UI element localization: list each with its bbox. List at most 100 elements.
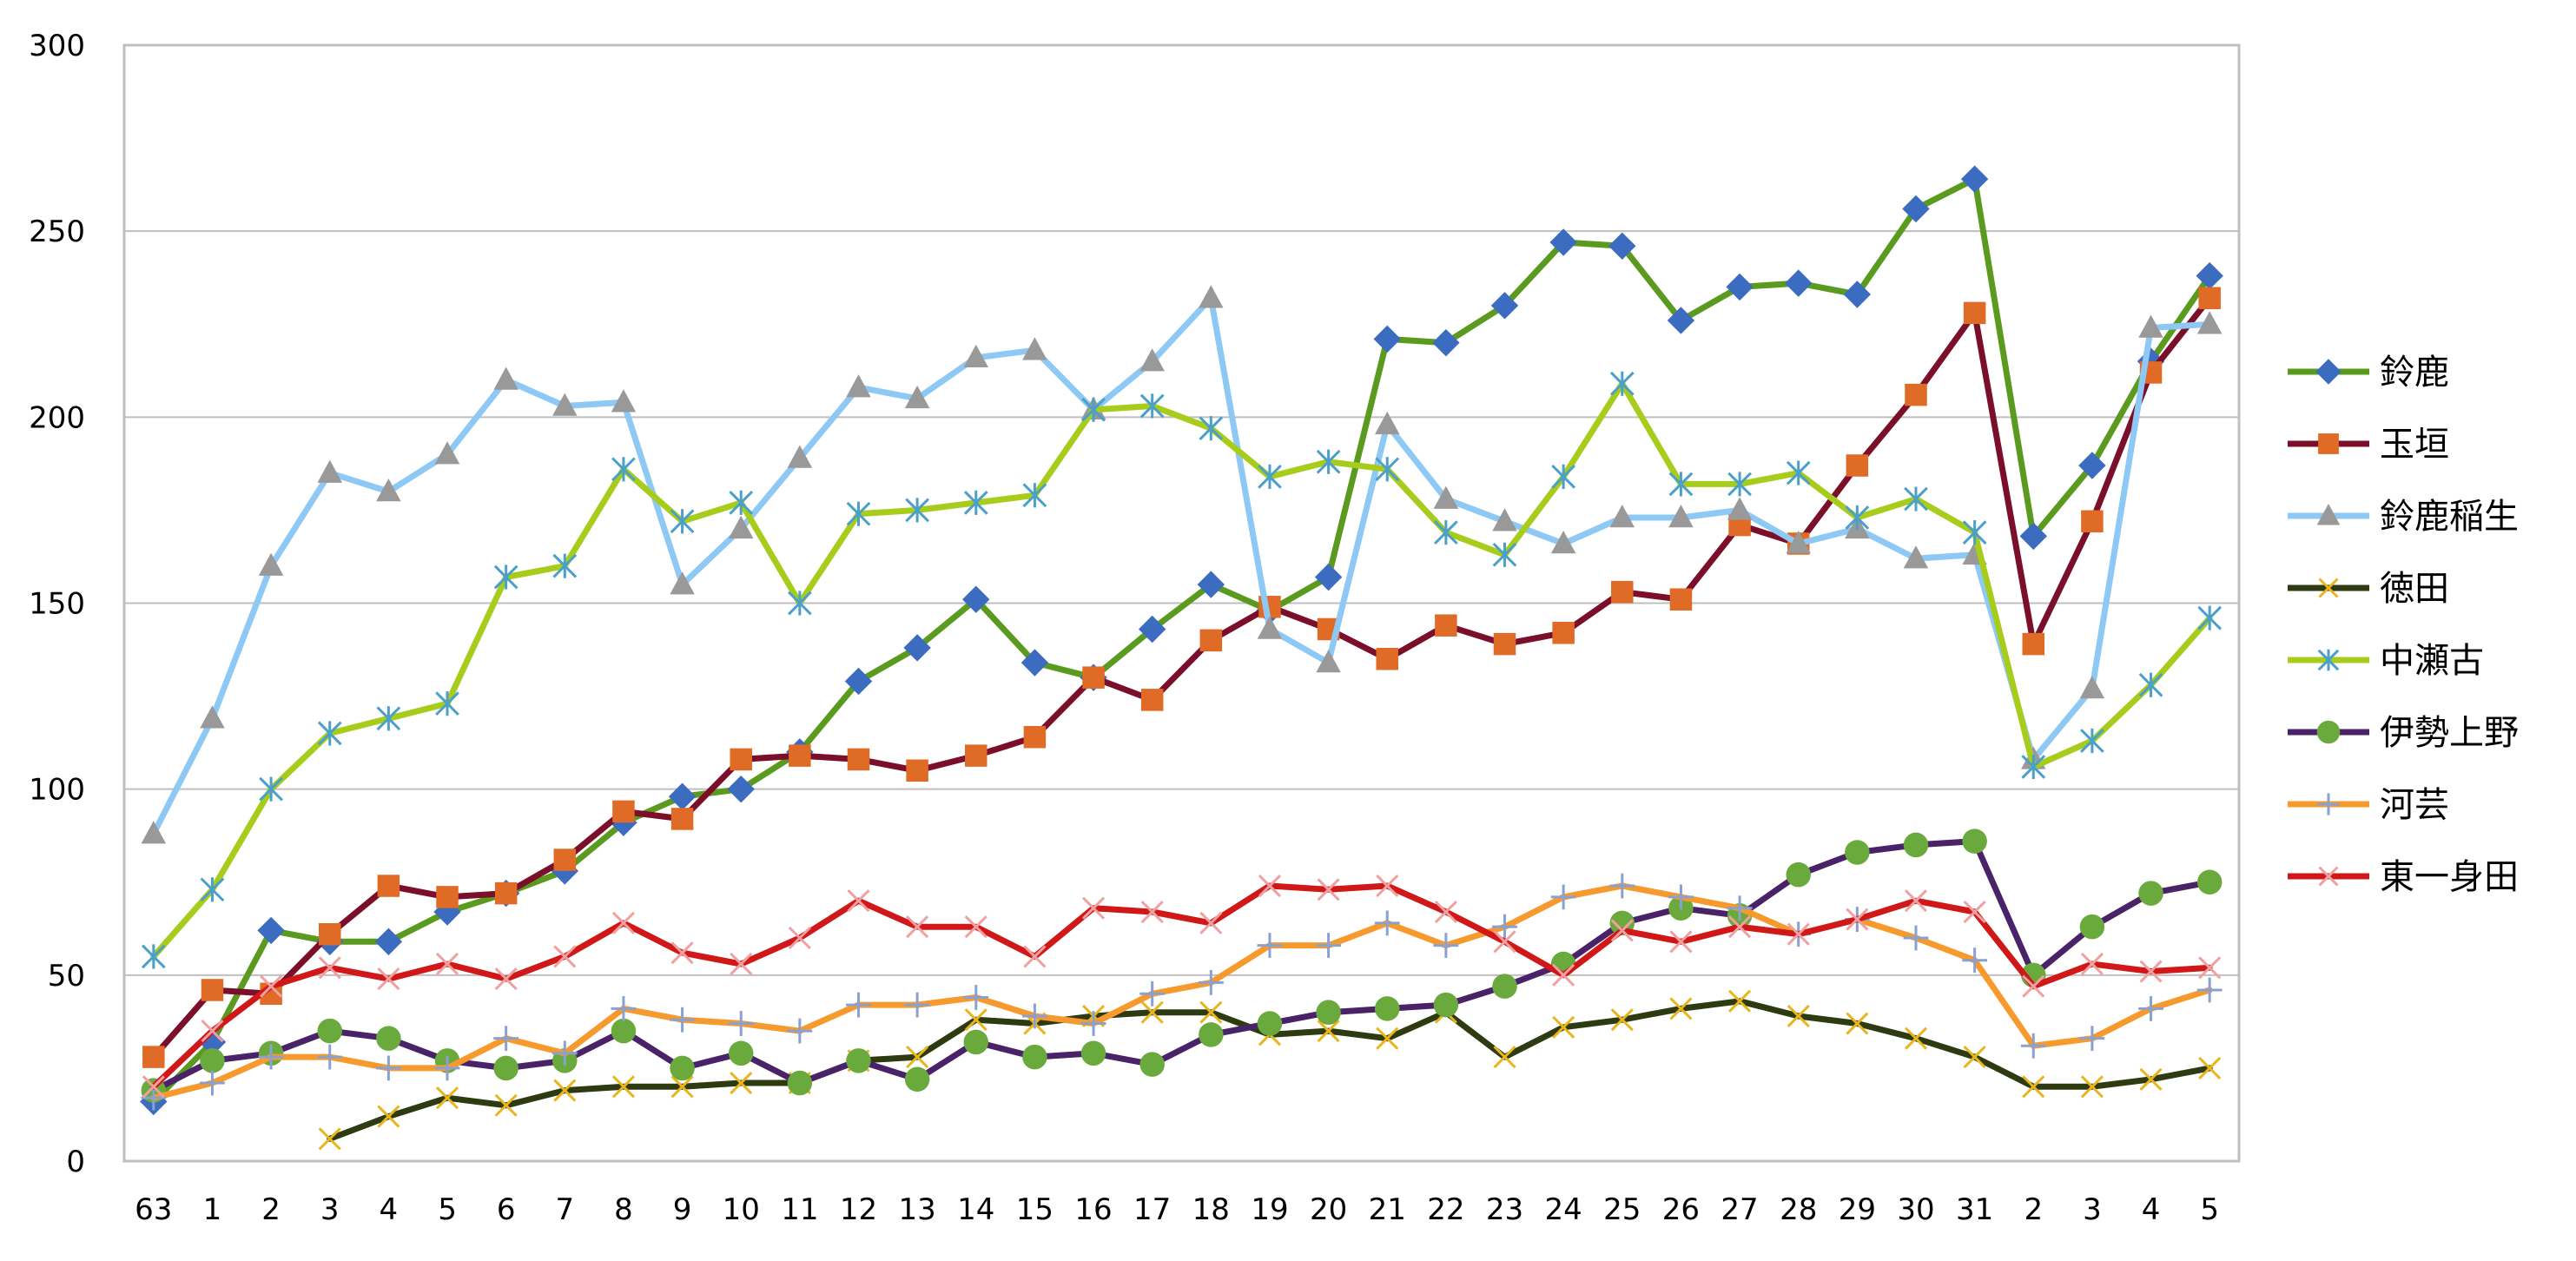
data-point-8-35 — [2198, 956, 2222, 980]
y-tick-label: 0 — [66, 1145, 85, 1179]
data-point-3-27 — [1727, 497, 1753, 520]
data-point-7-35 — [2196, 977, 2223, 1003]
data-point-7-23 — [1492, 914, 1517, 940]
data-point-7-21 — [1374, 910, 1400, 936]
data-point-4-8 — [611, 1075, 635, 1099]
data-point-7-34 — [2138, 995, 2163, 1021]
y-tick-label: 100 — [29, 773, 85, 808]
data-point-8-10 — [730, 952, 753, 976]
x-tick-label: 28 — [1780, 1192, 1817, 1227]
data-point-2-16 — [1082, 666, 1105, 689]
data-point-7-10 — [728, 1011, 754, 1036]
data-point-4-26 — [1669, 997, 1693, 1020]
data-point-1-12 — [844, 667, 873, 696]
data-point-2-11 — [789, 744, 811, 767]
data-point-2-33 — [2081, 510, 2104, 533]
legend-entry: 鈴鹿稲生 — [2288, 497, 2519, 537]
data-point-8-0 — [142, 1075, 165, 1099]
data-point-6-29 — [1845, 840, 1870, 865]
data-point-3-9 — [670, 571, 695, 595]
data-point-6-34 — [2138, 881, 2163, 906]
x-tick-label: 13 — [898, 1192, 935, 1227]
data-point-1-27 — [1726, 273, 1754, 301]
data-point-2-26 — [1669, 588, 1693, 611]
data-point-8-17 — [1140, 900, 1164, 924]
data-point-5-23 — [1492, 542, 1517, 567]
data-point-2-9 — [670, 808, 694, 830]
data-point-5-33 — [2080, 728, 2104, 754]
data-point-8-26 — [1669, 930, 1693, 954]
data-point-8-22 — [1434, 900, 1457, 924]
x-tick-label: 8 — [614, 1192, 633, 1227]
data-point-7-27 — [1727, 895, 1753, 921]
data-point-8-27 — [1728, 915, 1752, 939]
data-point-7-32 — [2020, 1033, 2046, 1059]
data-point-6-8 — [611, 1018, 637, 1044]
data-point-3-4 — [376, 479, 401, 502]
legend-label: 中瀬古 — [2380, 641, 2484, 681]
data-point-5-18 — [1199, 416, 1224, 441]
data-point-4-29 — [1846, 1012, 1869, 1035]
data-point-8-16 — [1081, 896, 1106, 920]
data-point-8-4 — [377, 967, 400, 991]
data-point-1-13 — [903, 634, 931, 662]
data-point-1-29 — [1843, 281, 1872, 308]
data-point-6-10 — [728, 1040, 754, 1066]
data-point-3-14 — [963, 344, 989, 368]
data-point-legend-3 — [2316, 504, 2341, 525]
x-tick-label: 10 — [723, 1192, 760, 1227]
data-point-legend-6 — [2316, 720, 2341, 744]
data-point-8-30 — [1904, 889, 1928, 913]
data-point-3-23 — [1492, 508, 1517, 531]
data-point-8-28 — [1787, 922, 1810, 946]
data-point-2-15 — [1023, 725, 1047, 749]
data-point-4-20 — [1317, 1020, 1340, 1043]
data-point-8-8 — [611, 911, 635, 934]
data-point-2-25 — [1611, 580, 1634, 604]
data-point-5-31 — [1962, 520, 1987, 545]
data-point-3-25 — [1609, 504, 1635, 528]
data-point-5-30 — [1904, 486, 1928, 512]
data-point-5-16 — [1081, 397, 1106, 422]
data-point-3-22 — [1433, 485, 1459, 509]
data-point-8-15 — [1023, 945, 1047, 968]
data-point-legend-7 — [2317, 793, 2340, 815]
data-point-3-1 — [200, 705, 225, 729]
x-tick-label: 7 — [555, 1192, 574, 1227]
data-point-8-33 — [2080, 952, 2104, 976]
legend-entry: 徳田 — [2288, 569, 2449, 609]
data-point-3-21 — [1374, 411, 1400, 435]
data-point-8-7 — [553, 945, 577, 968]
data-point-3-34 — [2138, 314, 2163, 338]
data-point-5-26 — [1668, 472, 1694, 497]
data-point-8-1 — [201, 1020, 224, 1043]
data-point-5-3 — [317, 721, 342, 746]
data-point-5-13 — [905, 498, 929, 523]
x-tick-label: 21 — [1369, 1192, 1406, 1227]
data-point-4-27 — [1728, 989, 1752, 1013]
x-tick-label: 2 — [261, 1192, 281, 1227]
x-tick-label: 4 — [380, 1192, 399, 1227]
data-point-7-13 — [904, 992, 930, 1018]
data-point-2-5 — [436, 886, 459, 908]
data-point-legend-1 — [2315, 359, 2342, 385]
data-point-1-25 — [1608, 232, 1636, 261]
data-point-7-4 — [375, 1055, 401, 1081]
data-point-1-20 — [1314, 563, 1343, 591]
x-tick-label: 23 — [1486, 1192, 1523, 1227]
x-tick-label: 24 — [1545, 1192, 1582, 1227]
data-point-7-5 — [434, 1055, 460, 1081]
x-tick-label: 5 — [438, 1192, 457, 1227]
data-point-legend-8 — [2318, 866, 2339, 887]
data-point-1-17 — [1138, 615, 1166, 644]
data-point-3-7 — [552, 393, 578, 416]
data-point-3-2 — [258, 552, 284, 576]
data-point-8-23 — [1493, 930, 1516, 954]
series-group — [140, 165, 2223, 1151]
data-point-5-19 — [1258, 464, 1282, 489]
x-tick-label: 3 — [320, 1192, 340, 1227]
data-point-3-33 — [2079, 676, 2105, 699]
data-point-4-21 — [1376, 1027, 1399, 1050]
data-point-1-22 — [1432, 328, 1460, 357]
data-point-7-12 — [846, 992, 871, 1018]
